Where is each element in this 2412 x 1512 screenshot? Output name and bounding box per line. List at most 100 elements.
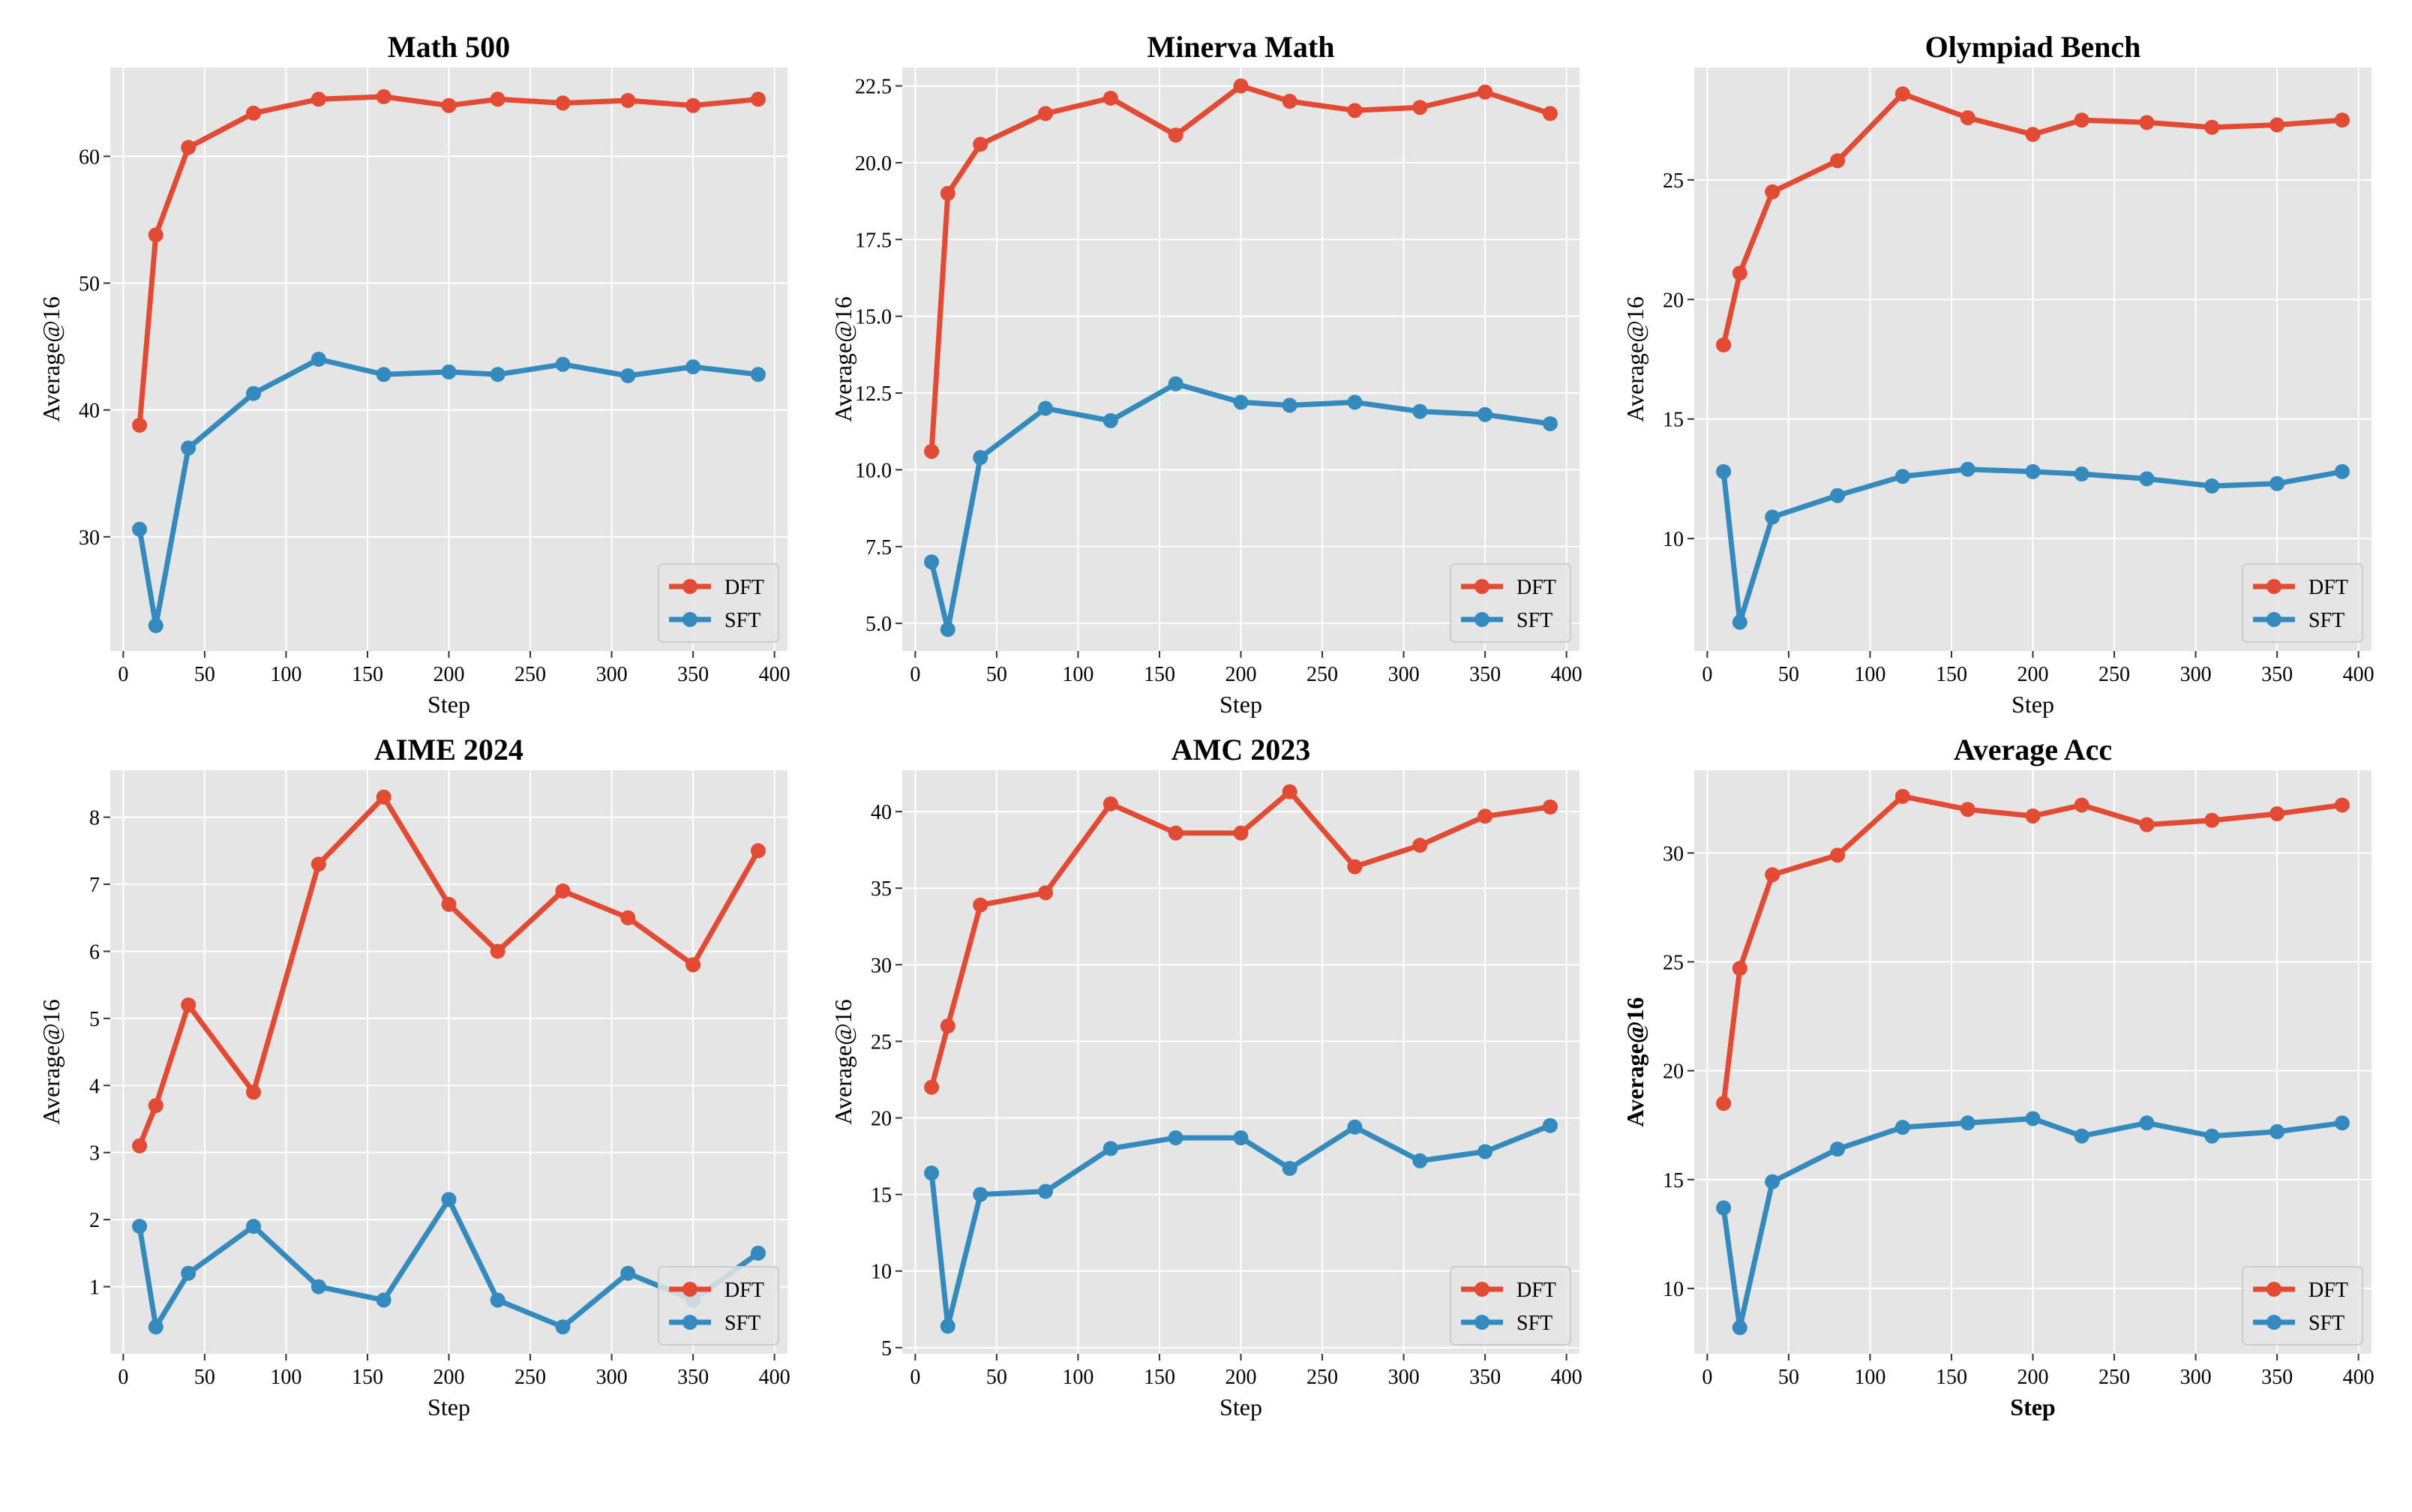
legend-label: DFT — [724, 1279, 764, 1302]
data-point — [1542, 416, 1558, 431]
legend-label: SFT — [1516, 1312, 1552, 1335]
data-point — [1478, 84, 1493, 100]
x-tick-label: 400 — [2343, 663, 2374, 686]
x-tick-label: 250 — [2098, 1366, 2130, 1389]
data-point — [1830, 848, 1846, 863]
x-tick-label: 150 — [1144, 663, 1175, 686]
y-tick-label: 7.5 — [866, 536, 892, 560]
data-point — [1765, 867, 1780, 883]
data-point — [132, 417, 148, 433]
x-tick-label: 150 — [352, 663, 383, 686]
data-point — [441, 98, 457, 113]
x-tick-label: 200 — [2018, 1366, 2049, 1389]
legend: DFT SFT — [2242, 563, 2363, 643]
data-point — [490, 92, 506, 107]
x-tick-label: 50 — [986, 1366, 1007, 1389]
y-axis-label: Average@16 — [38, 999, 64, 1124]
data-point — [310, 1279, 326, 1294]
data-point — [1347, 103, 1363, 118]
legend-label: SFT — [2308, 1312, 2344, 1335]
data-point — [1894, 469, 1910, 484]
series-dft — [132, 789, 766, 1154]
data-point — [940, 185, 956, 201]
data-point — [246, 1084, 262, 1100]
series-line-dft — [136, 794, 761, 1149]
x-tick-label: 200 — [2018, 663, 2049, 686]
data-point — [1830, 488, 1846, 503]
legend: DFT SFT — [1450, 563, 1571, 643]
data-point — [1830, 153, 1846, 169]
data-point — [686, 957, 701, 973]
data-point — [1282, 398, 1298, 413]
y-tick-label: 3 — [89, 1142, 100, 1166]
data-point — [555, 1319, 571, 1335]
x-tick-label: 350 — [2261, 1366, 2293, 1389]
x-tick-label: 400 — [759, 663, 790, 686]
data-point — [1038, 106, 1054, 122]
y-tick-label: 20 — [871, 1108, 892, 1131]
data-point — [1542, 800, 1558, 815]
series-line-sft — [1720, 466, 2345, 626]
y-tick-label: 10 — [1663, 1278, 1684, 1301]
chart-panel-5: 0 50 100 150 200 250 300 350 400 5 10 15 20 25 30 35 40 A… — [830, 733, 1582, 1420]
y-tick-label: 5 — [89, 1008, 100, 1031]
data-point — [1102, 90, 1118, 106]
x-tick-label: 400 — [2343, 1366, 2374, 1389]
data-point — [2025, 1111, 2041, 1126]
x-tick-label: 150 — [352, 1366, 383, 1389]
x-tick-label: 350 — [677, 663, 709, 686]
y-tick-label: 5.0 — [866, 613, 892, 636]
data-point — [246, 386, 262, 401]
data-point — [1732, 961, 1748, 976]
x-tick-label: 300 — [2180, 1366, 2212, 1389]
legend-marker — [1474, 612, 1490, 627]
data-point — [2334, 112, 2350, 128]
data-point — [1233, 1130, 1249, 1146]
data-point — [1347, 859, 1363, 874]
data-point — [1478, 808, 1493, 824]
data-point — [310, 856, 326, 872]
data-point — [1716, 337, 1732, 352]
data-point — [750, 367, 766, 382]
data-point — [376, 367, 392, 382]
series-sft — [924, 376, 1558, 638]
data-point — [1102, 1141, 1118, 1156]
x-tick-label: 350 — [677, 1366, 709, 1389]
data-point — [376, 1292, 392, 1308]
data-point — [1960, 461, 1976, 477]
data-point — [2139, 1115, 2155, 1131]
x-tick-label: 50 — [194, 663, 215, 686]
series-sft — [924, 1118, 1558, 1334]
legend-marker — [1474, 1315, 1490, 1330]
data-point — [148, 1319, 164, 1335]
data-point — [1732, 614, 1748, 630]
data-point — [686, 98, 701, 113]
data-point — [1102, 796, 1118, 812]
legend-marker — [682, 1315, 698, 1330]
data-point — [1894, 86, 1910, 102]
data-point — [1765, 509, 1780, 525]
data-point — [2139, 471, 2155, 487]
legend-marker — [682, 612, 698, 627]
data-point — [924, 1166, 940, 1181]
x-tick-label: 0 — [118, 663, 128, 686]
data-point — [490, 1292, 506, 1308]
chart-title: AMC 2023 — [1172, 733, 1311, 766]
data-point — [750, 1245, 766, 1261]
data-point — [2139, 817, 2155, 832]
data-point — [2025, 808, 2041, 824]
series-dft — [132, 88, 766, 433]
data-point — [1894, 788, 1910, 804]
x-tick-label: 150 — [1144, 1366, 1175, 1389]
y-tick-label: 2 — [89, 1209, 100, 1232]
legend-label: SFT — [1516, 609, 1552, 632]
data-point — [750, 92, 766, 107]
series-sft — [132, 352, 766, 634]
data-point — [1478, 1144, 1493, 1160]
data-point — [1282, 1160, 1298, 1176]
data-point — [148, 227, 164, 243]
series-dft — [1716, 788, 2350, 1112]
data-point — [973, 450, 988, 466]
y-tick-label: 30 — [871, 954, 892, 977]
y-axis-label: Average@16 — [38, 296, 64, 422]
